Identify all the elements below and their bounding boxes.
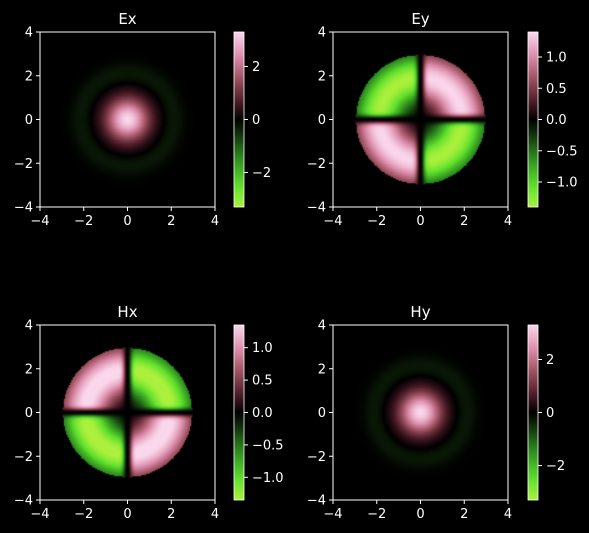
panel-ex: Ex −4 −2 0 2 4 −4 −2 0 2 4 2 0 −2	[14, 10, 271, 229]
colorbar-tick-label: 0.5	[252, 374, 273, 389]
y-tick-label: −4	[307, 201, 326, 216]
x-tick-label: −4	[323, 214, 342, 229]
x-tick-label: −2	[74, 507, 93, 522]
colorbar-tick-label: −0.5	[252, 438, 284, 453]
x-tick-label: 0	[123, 507, 131, 522]
colorbar-hy	[528, 325, 538, 500]
x-tick-label: −4	[30, 214, 49, 229]
colorbar-tick-label: −1.0	[252, 471, 284, 486]
colorbar-tick-label: −2	[252, 166, 271, 181]
y-tick-label: 4	[25, 319, 33, 334]
y-tick-label: 0	[25, 113, 33, 128]
plot-title: Ey	[411, 10, 429, 28]
heatmap-ex	[40, 32, 215, 207]
colorbar-tick-label: 0	[546, 406, 554, 421]
y-tick-label: 4	[318, 26, 326, 41]
y-tick-label: −4	[14, 494, 33, 509]
plot-title: Hy	[410, 303, 430, 321]
y-tick-label: 0	[318, 406, 326, 421]
panel-ey: Ey −4 −2 0 2 4 −4 −2 0 2 4 1.0 0.5 0.0 −0.5 −1.0	[307, 10, 578, 229]
x-tick-label: 4	[211, 507, 219, 522]
colorbar-tick-label: −2	[546, 459, 565, 474]
y-tick-label: 0	[25, 406, 33, 421]
colorbar-tick-label: 0	[252, 113, 260, 128]
panel-hy: Hy −4 −2 0 2 4 −4 −2 0 2 4 2 0 −2	[307, 303, 565, 522]
colorbar-ex	[234, 32, 244, 207]
panel-hx: Hx −4 −2 0 2 4 −4 −2 0 2 4 1.0 0.5 0.0 −0.5 −1.0	[14, 303, 284, 522]
x-tick-label: −2	[74, 214, 93, 229]
colorbar-tick-label: 1.0	[546, 51, 567, 66]
colorbar-tick-label: 0.0	[252, 406, 273, 421]
plot-title: Hx	[117, 303, 137, 321]
colorbar-tick-label: 1.0	[252, 341, 273, 356]
x-tick-label: 2	[167, 507, 175, 522]
y-tick-label: −2	[307, 450, 326, 465]
x-tick-label: 4	[504, 214, 512, 229]
colorbar-ey	[528, 32, 538, 207]
y-tick-label: 4	[318, 319, 326, 334]
colorbar-tick-label: 2	[546, 353, 554, 368]
y-tick-label: 2	[25, 69, 33, 84]
colorbar-tick-label: 0.5	[546, 82, 567, 97]
y-tick-label: −4	[14, 201, 33, 216]
colorbar-tick-label: −1.0	[546, 176, 578, 191]
y-tick-label: −2	[14, 157, 33, 172]
x-tick-label: 4	[504, 507, 512, 522]
x-tick-label: 0	[416, 507, 424, 522]
x-tick-label: 2	[460, 214, 468, 229]
x-tick-label: −2	[367, 507, 386, 522]
y-tick-label: −2	[307, 157, 326, 172]
y-tick-label: 2	[25, 362, 33, 377]
y-tick-label: −4	[307, 494, 326, 509]
y-tick-label: −2	[14, 450, 33, 465]
heatmap-hx	[40, 325, 215, 500]
x-tick-label: 2	[460, 507, 468, 522]
x-tick-label: −2	[367, 214, 386, 229]
x-tick-label: −4	[30, 507, 49, 522]
y-tick-label: 2	[318, 69, 326, 84]
y-tick-label: 0	[318, 113, 326, 128]
heatmap-ey	[333, 32, 508, 207]
y-tick-label: 2	[318, 362, 326, 377]
colorbar-tick-label: 2	[252, 60, 260, 75]
x-tick-label: 0	[416, 214, 424, 229]
heatmap-hy	[333, 325, 508, 500]
x-tick-label: 2	[167, 214, 175, 229]
x-tick-label: 4	[211, 214, 219, 229]
x-tick-label: −4	[323, 507, 342, 522]
colorbar-tick-label: −0.5	[546, 144, 578, 159]
colorbar-hx	[234, 325, 244, 500]
colorbar-tick-label: 0.0	[546, 113, 567, 128]
x-tick-label: 0	[123, 214, 131, 229]
plot-title: Ex	[118, 10, 136, 28]
y-tick-label: 4	[25, 26, 33, 41]
